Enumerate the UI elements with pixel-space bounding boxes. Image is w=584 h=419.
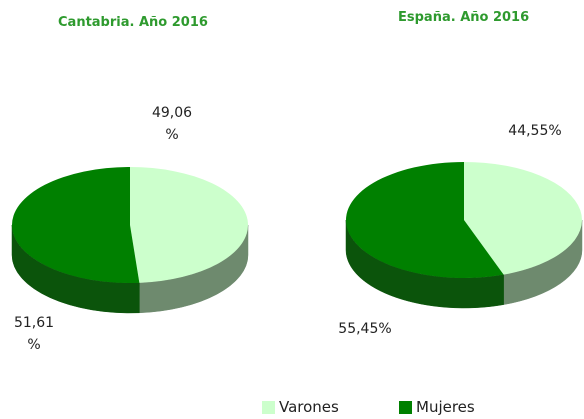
legend-swatch bbox=[262, 400, 275, 414]
pie-slice bbox=[130, 167, 249, 283]
legend-item: Mujeres bbox=[399, 398, 475, 416]
legend-swatch bbox=[399, 400, 412, 414]
data-label: 51,61 % bbox=[13, 315, 55, 353]
pie-slice bbox=[12, 167, 140, 283]
chart-title: España. Año 2016 bbox=[398, 10, 530, 25]
chart-title: Cantabria. Año 2016 bbox=[58, 15, 208, 30]
legend-label: Varones bbox=[279, 398, 339, 416]
legend-label: Mujeres bbox=[416, 398, 475, 416]
pie-slice bbox=[345, 162, 504, 278]
data-label: 44,55% bbox=[508, 123, 562, 139]
pie-slice bbox=[464, 162, 582, 275]
data-label: 55,45% bbox=[338, 321, 392, 337]
data-label: 49,06 % bbox=[151, 105, 193, 143]
legend-item: Varones bbox=[262, 398, 339, 416]
